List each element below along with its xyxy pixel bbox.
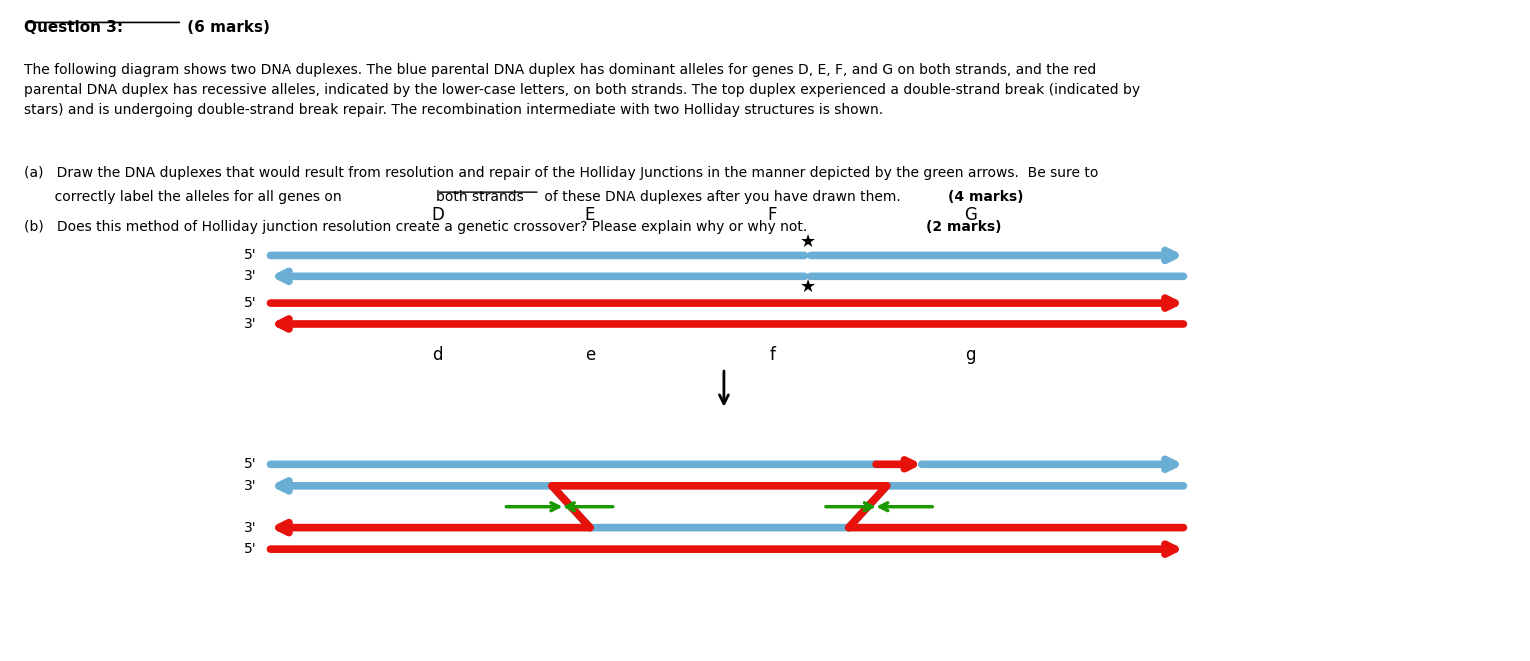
- Text: 3': 3': [245, 479, 257, 493]
- Text: E: E: [584, 206, 595, 224]
- Text: (4 marks): (4 marks): [947, 190, 1024, 204]
- Text: 5': 5': [245, 249, 257, 262]
- Text: Question 3:: Question 3:: [24, 20, 122, 36]
- Text: The following diagram shows two DNA duplexes. The blue parental DNA duplex has d: The following diagram shows two DNA dupl…: [24, 63, 1140, 117]
- Text: correctly label the alleles for all genes on: correctly label the alleles for all gene…: [24, 190, 346, 204]
- Text: 5': 5': [245, 296, 257, 310]
- Text: (b)   Does this method of Holliday junction resolution create a genetic crossove: (b) Does this method of Holliday junctio…: [24, 219, 811, 233]
- Text: 3': 3': [245, 521, 257, 535]
- Text: d: d: [433, 346, 444, 364]
- Text: 3': 3': [245, 317, 257, 331]
- Text: F: F: [768, 206, 777, 224]
- Text: e: e: [584, 346, 595, 364]
- Text: 3': 3': [245, 269, 257, 284]
- Text: ★: ★: [800, 233, 815, 251]
- Text: 5': 5': [245, 457, 257, 471]
- Text: (a)   Draw the DNA duplexes that would result from resolution and repair of the : (a) Draw the DNA duplexes that would res…: [24, 166, 1099, 180]
- Text: 5': 5': [245, 542, 257, 556]
- Text: f: f: [770, 346, 776, 364]
- Text: G: G: [964, 206, 976, 224]
- Text: both strands: both strands: [436, 190, 525, 204]
- Text: ★: ★: [800, 278, 815, 295]
- Text: of these DNA duplexes after you have drawn them.: of these DNA duplexes after you have dra…: [540, 190, 904, 204]
- Text: (6 marks): (6 marks): [182, 20, 271, 36]
- Text: (2 marks): (2 marks): [926, 219, 1002, 233]
- Text: D: D: [431, 206, 444, 224]
- Text: g: g: [965, 346, 976, 364]
